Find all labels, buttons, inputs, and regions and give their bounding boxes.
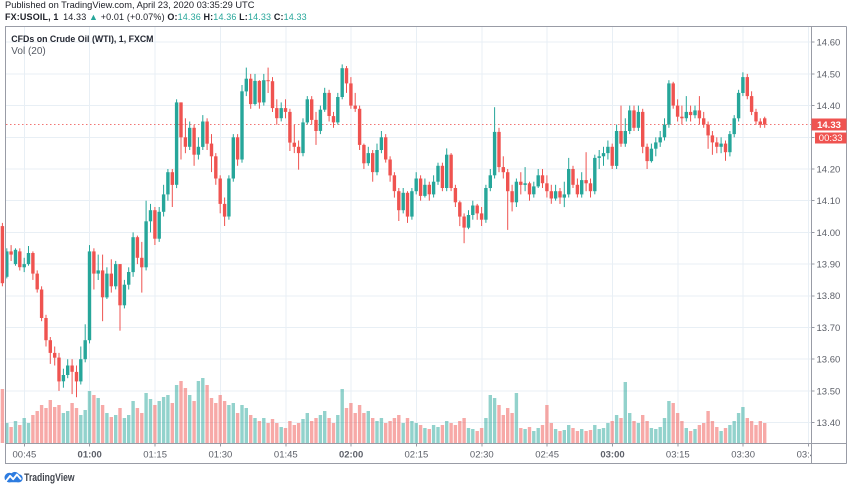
svg-text:00:45: 00:45 (13, 450, 37, 461)
svg-text:01:15: 01:15 (143, 450, 167, 461)
svg-text:13.60: 13.60 (817, 355, 841, 366)
svg-text:14.33: 14.33 (817, 120, 841, 131)
svg-text:02:45: 02:45 (535, 450, 559, 461)
svg-text:13.80: 13.80 (817, 291, 841, 302)
svg-text:01:00: 01:00 (78, 450, 102, 461)
svg-text:02:15: 02:15 (405, 450, 429, 461)
svg-text:14.10: 14.10 (817, 196, 841, 207)
svg-text:02:00: 02:00 (339, 450, 363, 461)
svg-text:14.20: 14.20 (817, 164, 841, 175)
svg-text:14.60: 14.60 (817, 38, 841, 49)
svg-text:13.40: 13.40 (817, 418, 841, 429)
svg-text:TradingView: TradingView (24, 472, 75, 484)
svg-text:14.50: 14.50 (817, 69, 841, 80)
svg-text:00:33: 00:33 (819, 133, 843, 144)
svg-text:03:00: 03:00 (600, 450, 624, 461)
svg-text:13.90: 13.90 (817, 260, 841, 271)
svg-text:14.00: 14.00 (817, 228, 841, 239)
svg-text:03:45: 03:45 (797, 450, 821, 461)
svg-text:13.70: 13.70 (817, 323, 841, 334)
svg-text:03:15: 03:15 (666, 450, 690, 461)
svg-text:03:30: 03:30 (731, 450, 755, 461)
svg-text:01:30: 01:30 (209, 450, 233, 461)
svg-text:13.50: 13.50 (817, 386, 841, 397)
svg-text:14.40: 14.40 (817, 101, 841, 112)
svg-text:01:45: 01:45 (274, 450, 298, 461)
svg-text:02:30: 02:30 (470, 450, 494, 461)
